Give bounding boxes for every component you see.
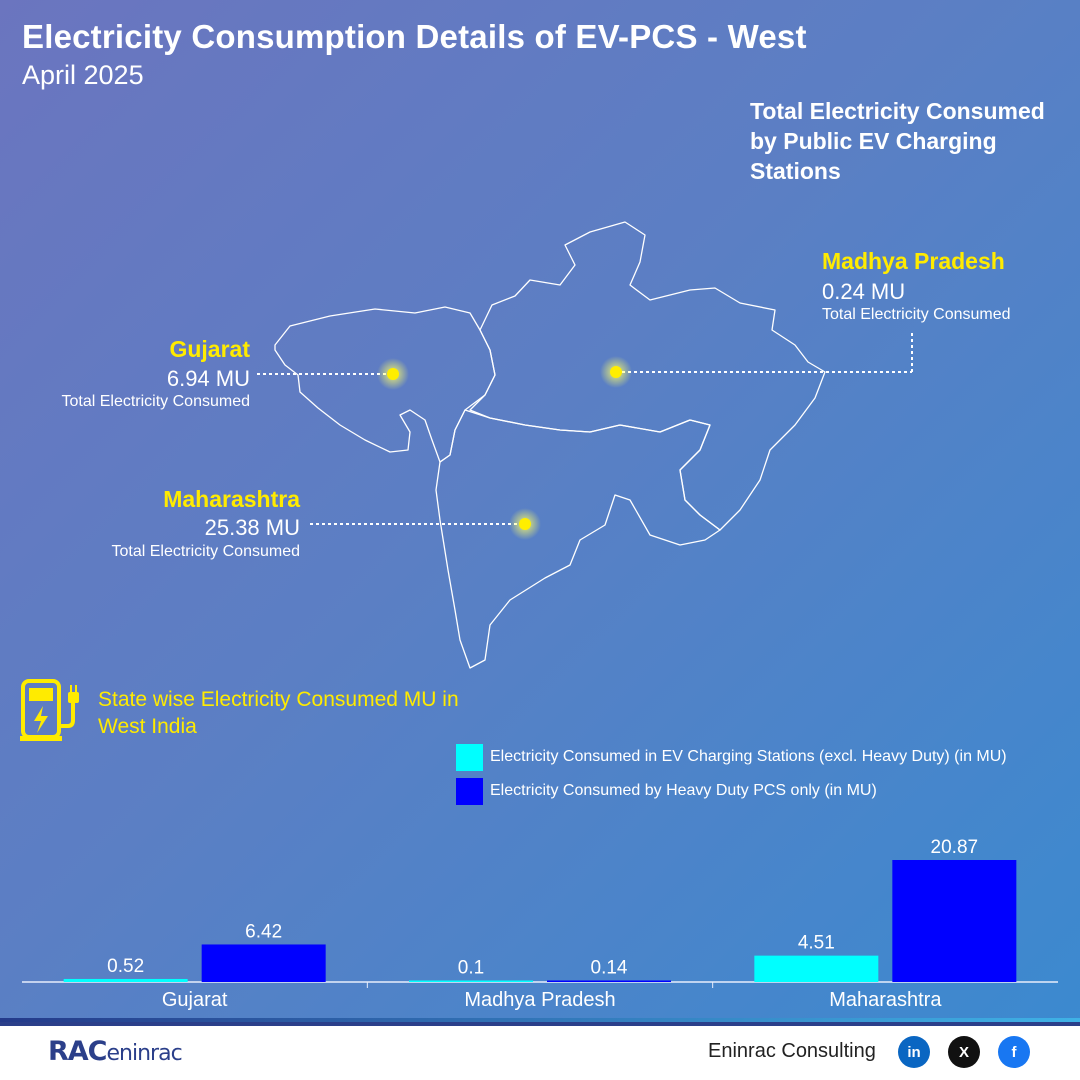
bar-gujarat-series-2 bbox=[201, 944, 326, 982]
maharashtra-marker bbox=[519, 518, 531, 530]
facebook-icon[interactable]: f bbox=[998, 1036, 1030, 1068]
legend-label-heavy: Electricity Consumed by Heavy Duty PCS o… bbox=[490, 782, 877, 799]
gujarat-marker bbox=[387, 368, 399, 380]
gujarat-name: Gujarat bbox=[169, 336, 250, 362]
west-india-map bbox=[274, 221, 826, 669]
maharashtra-note: Total Electricity Consumed bbox=[111, 543, 300, 560]
data-label: 6.42 bbox=[245, 921, 282, 942]
legend-label-light: Electricity Consumed in EV Charging Stat… bbox=[490, 748, 1007, 765]
bar-madhya-pradesh-series-1 bbox=[409, 980, 533, 982]
logo-eninrac: eninrac bbox=[106, 1041, 183, 1066]
bar-maharashtra-series-1 bbox=[754, 955, 879, 982]
bar-gujarat-series-1 bbox=[63, 978, 188, 982]
madhya-pradesh-value: 0.24 MU bbox=[822, 279, 906, 304]
section-title: State wise Electricity Consumed MU in We… bbox=[98, 688, 459, 738]
bar-madhya-pradesh-series-2 bbox=[547, 980, 671, 982]
data-label: 20.87 bbox=[931, 837, 979, 858]
bar-chart: 0.52 6.42 Gujarat 0.1 0.14 Madhya Pradesh 4.51… bbox=[22, 837, 1058, 1011]
maharashtra-name: Maharashtra bbox=[163, 486, 300, 512]
data-label: 0.1 bbox=[458, 958, 484, 979]
maharashtra-value: 25.38 MU bbox=[204, 515, 300, 540]
data-label: 0.14 bbox=[591, 958, 628, 979]
madhya-pradesh-note: Total Electricity Consumed bbox=[822, 306, 1011, 323]
category-label: Madhya Pradesh bbox=[464, 989, 615, 1011]
madhya-pradesh-outline bbox=[469, 221, 826, 531]
legend-swatch-light bbox=[456, 743, 483, 771]
x-icon[interactable]: X bbox=[948, 1036, 980, 1068]
data-label: 0.52 bbox=[107, 956, 144, 977]
gujarat-outline bbox=[274, 306, 496, 463]
data-label: 4.51 bbox=[798, 933, 835, 954]
gujarat-note: Total Electricity Consumed bbox=[61, 393, 250, 410]
category-label: Gujarat bbox=[162, 989, 228, 1011]
legend-swatch-heavy bbox=[456, 777, 483, 805]
page-subtitle: April 2025 bbox=[22, 60, 144, 90]
eninrac-logo: RACeninrac bbox=[48, 1036, 183, 1067]
ev-charger-icon bbox=[20, 679, 79, 741]
logo-rac: RAC bbox=[48, 1036, 108, 1067]
legend-item-heavy: Electricity Consumed by Heavy Duty PCS o… bbox=[456, 777, 877, 805]
maharashtra-outline bbox=[435, 409, 721, 669]
linkedin-icon[interactable]: in bbox=[898, 1036, 930, 1068]
gujarat-value: 6.94 MU bbox=[166, 366, 250, 391]
company-name: Eninrac Consulting bbox=[708, 1040, 876, 1062]
page-title: Electricity Consumption Details of EV-PC… bbox=[22, 18, 807, 55]
madhya-pradesh-name: Madhya Pradesh bbox=[822, 248, 1005, 274]
bar-maharashtra-series-2 bbox=[892, 860, 1017, 982]
legend-item-light: Electricity Consumed in EV Charging Stat… bbox=[456, 743, 1007, 771]
footer-stripe bbox=[0, 1018, 1080, 1023]
category-label: Maharashtra bbox=[829, 989, 942, 1011]
madhya-pradesh-marker bbox=[610, 366, 622, 378]
total-consumed-heading: Total Electricity Consumed by Public EV … bbox=[750, 98, 1045, 184]
